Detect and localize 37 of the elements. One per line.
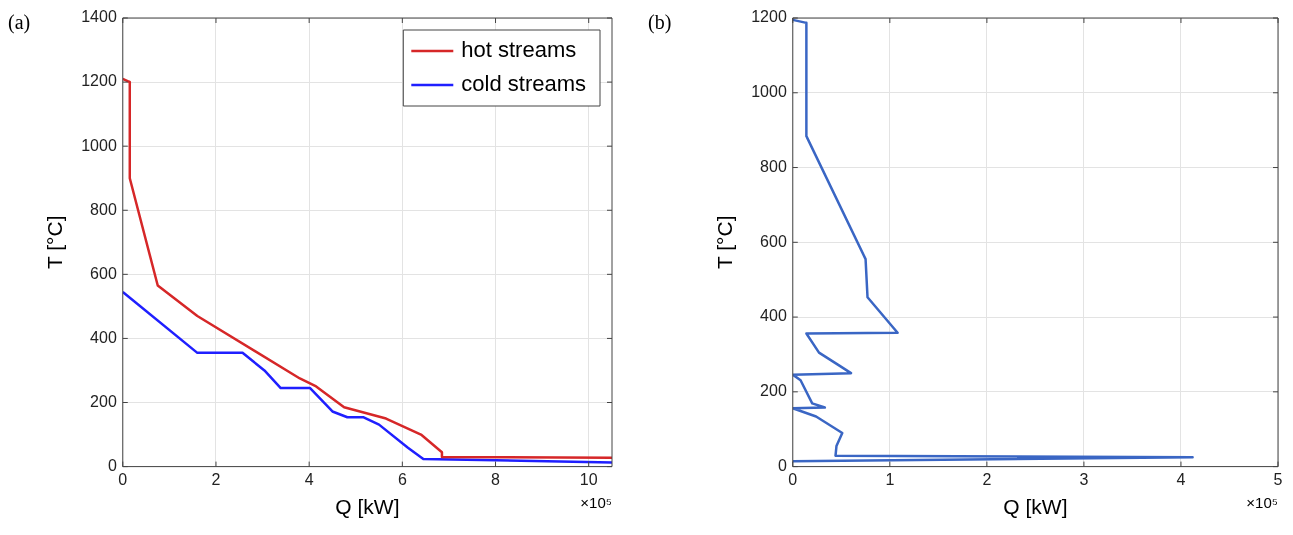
y-tick-label: 1000 <box>751 83 787 101</box>
x-tick-label: 4 <box>304 470 314 488</box>
text: ×10⁵ <box>580 494 612 512</box>
chart-title: (b) <box>648 11 672 35</box>
x-axis-title: Q [kW] <box>335 495 400 519</box>
x-tick-label: 5 <box>1273 470 1283 488</box>
x-tick-label: 4 <box>1176 470 1186 488</box>
y-tick-label: 800 <box>90 200 117 218</box>
x-tick-label: 0 <box>118 470 128 488</box>
chart-title: (a) <box>8 11 31 35</box>
y-axis-title: T [°C] <box>43 215 67 270</box>
y-axis-title: T [°C] <box>713 215 737 270</box>
x-tick-label: 2 <box>982 470 992 488</box>
y-tick-label: 1200 <box>81 72 117 90</box>
legend-label: cold streams <box>461 71 587 97</box>
y-tick-label: 1200 <box>751 8 787 26</box>
x-tick-label: 8 <box>491 470 501 488</box>
x-tick-label: 2 <box>211 470 221 488</box>
y-tick-label: 800 <box>760 157 787 175</box>
x-tick-label: 10 <box>579 470 598 488</box>
y-tick-label: 0 <box>107 457 117 475</box>
y-tick-label: 1400 <box>81 8 117 26</box>
y-tick-label: 600 <box>760 232 787 250</box>
y-tick-label: 1000 <box>81 136 117 154</box>
y-tick-label: 400 <box>760 307 787 325</box>
x-tick-label: 6 <box>397 470 407 488</box>
text: ×10⁵ <box>1246 494 1278 512</box>
y-tick-label: 400 <box>90 328 117 346</box>
y-tick-label: 200 <box>760 382 787 400</box>
x-tick-label: 3 <box>1079 470 1089 488</box>
legend-label: hot streams <box>461 37 577 63</box>
x-tick-label: 1 <box>885 470 895 488</box>
y-tick-label: 200 <box>90 392 117 410</box>
x-axis-title: Q [kW] <box>1003 495 1068 519</box>
x-tick-label: 0 <box>788 470 798 488</box>
y-tick-label: 0 <box>777 457 787 475</box>
y-tick-label: 600 <box>90 264 117 282</box>
